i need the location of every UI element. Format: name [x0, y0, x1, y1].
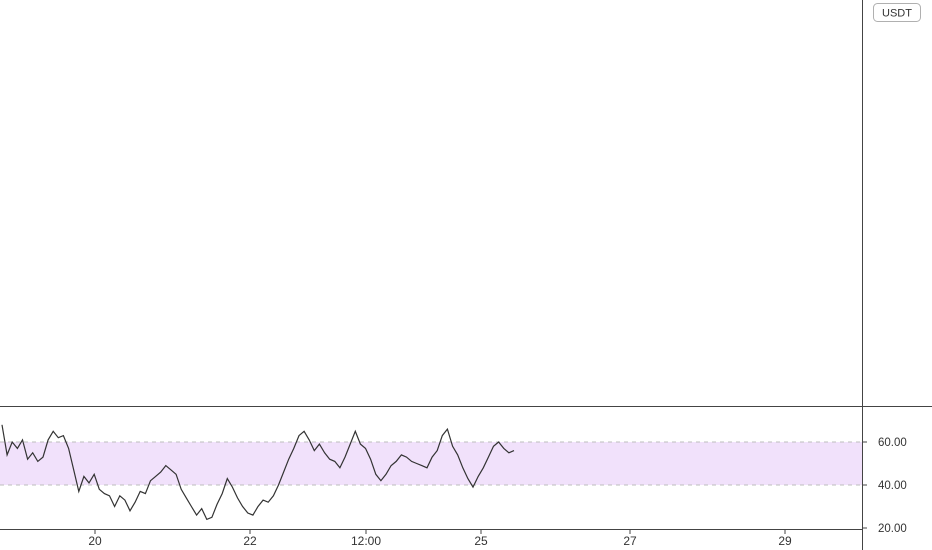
- time-axis-tick-label: 27: [623, 534, 637, 548]
- axes: 136.00132.00127.00122.00118.00114.00110.…: [88, 437, 907, 548]
- time-axis-tick-label: 12:00: [351, 534, 381, 548]
- currency-badge[interactable]: USDT: [873, 3, 921, 22]
- rsi-axis-tick-label: 40.00: [878, 480, 907, 492]
- currency-badge-label: USDT: [882, 8, 912, 20]
- rsi-axis-tick-label: 60.00: [878, 437, 907, 449]
- time-axis-tick-label: 20: [88, 534, 102, 548]
- rsi-axis-tick-label: 20.00: [878, 523, 907, 535]
- time-axis-tick-label: 25: [474, 534, 488, 548]
- time-axis-tick-label: 22: [243, 534, 257, 548]
- rsi-pane[interactable]: [1, 424, 515, 521]
- time-axis-tick-label: 29: [778, 534, 792, 548]
- rsi-line[interactable]: [1, 424, 515, 521]
- rsi-band: [0, 442, 862, 485]
